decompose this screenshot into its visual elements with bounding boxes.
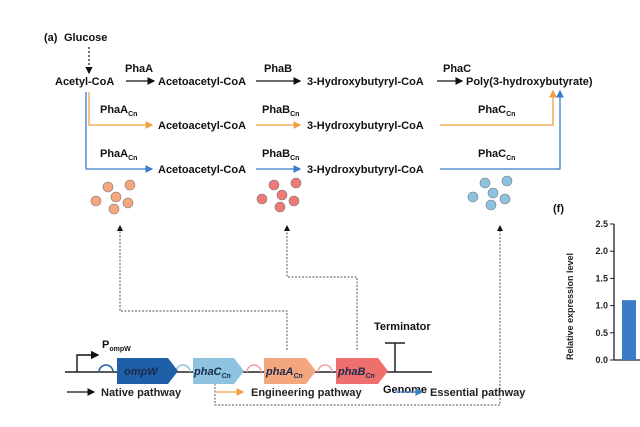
hydroxybutyryl-coa-2: 3-Hydroxybutyryl-CoA [307, 120, 424, 132]
protein-a-cluster [90, 195, 102, 207]
protein-b-cluster [276, 189, 288, 201]
panel-f-label: (f) [553, 203, 564, 215]
legend: Native pathway Engineering pathway Essen… [67, 387, 526, 399]
phaa-connector [117, 225, 288, 350]
rbs-icon [175, 364, 191, 373]
panel-f-tick-label: 0.0 [595, 355, 608, 365]
panel-a-label: (a) [44, 32, 58, 44]
genome-label: Genome [383, 384, 427, 396]
enzyme-phab-cn: PhaBCn [262, 104, 299, 118]
acetoacetyl-coa: Acetoacetyl-CoA [158, 76, 246, 88]
protein-b-cluster [290, 177, 302, 189]
enzyme-phaa-cn: PhaACn [100, 104, 137, 118]
protein-b-cluster [274, 201, 286, 213]
panel-f-tick-label: 2.5 [595, 219, 608, 229]
engineering-arrow-3 [440, 89, 557, 126]
protein-b-cluster [268, 179, 280, 191]
acetoacetyl-coa-3: Acetoacetyl-CoA [158, 164, 246, 176]
glucose-label: Glucose [64, 32, 107, 44]
panel-f: (f) Relative expression level 0.0 0.5 1.0 1… [553, 203, 640, 365]
gene-phac [193, 358, 244, 384]
legend-essential: Essential pathway [430, 387, 526, 399]
enzyme-phac-cn: PhaCCn [478, 104, 515, 118]
rbs-icon [246, 364, 262, 373]
enzyme-phaa: PhaA [125, 63, 153, 75]
gene-ompw [117, 358, 178, 384]
enzyme-phab: PhaB [264, 63, 292, 75]
protein-c-cluster [485, 199, 497, 211]
panel-f-tick-label: 1.5 [595, 273, 608, 283]
panel-f-tick-label: 2.0 [595, 246, 608, 256]
protein-a-cluster [110, 191, 122, 203]
hydroxybutyryl-coa-3: 3-Hydroxybutyryl-CoA [307, 164, 424, 176]
enzyme-phac-cn-2: PhaCCn [478, 148, 515, 162]
legend-engineering: Engineering pathway [251, 387, 363, 399]
legend-native: Native pathway [101, 387, 182, 399]
protein-a-cluster [108, 203, 120, 215]
acetyl-coa: Acetyl-CoA [55, 76, 114, 88]
terminator-label: Terminator [374, 321, 431, 333]
gene-label-phaa: phaACn [265, 366, 303, 380]
acetoacetyl-coa-2: Acetoacetyl-CoA [158, 120, 246, 132]
panel-f-tick-label: 0.5 [595, 328, 608, 338]
promoter-icon [76, 350, 100, 372]
enzyme-phab-cn-2: PhaBCn [262, 148, 299, 162]
engineering-row: PhaACn Acetoacetyl-CoA PhaBCn 3-Hydroxyb… [88, 89, 557, 132]
gene-label-phac: phaCCn [193, 366, 231, 380]
essential-row: PhaACn Acetoacetyl-CoA PhaBCn 3-Hydroxyb… [85, 89, 564, 176]
gene-construct: PompW ompW phaCCn phaACn phaBCn Terminat… [65, 321, 432, 396]
protein-b-cluster [288, 195, 300, 207]
essential-arrow-3 [440, 89, 564, 170]
panel-f-tick-label: 1.0 [595, 301, 608, 311]
terminator-icon [385, 342, 405, 372]
protein-c-cluster [501, 175, 513, 187]
engineering-arrow-1 [88, 92, 154, 129]
essential-arrow-1 [85, 92, 154, 173]
gene-phaa [264, 358, 316, 384]
protein-a-cluster [122, 197, 134, 209]
enzyme-phaa-cn-2: PhaACn [100, 148, 137, 162]
native-row: Acetyl-CoA PhaA Acetoacetyl-CoA PhaB 3-H… [55, 63, 593, 88]
phb-product: Poly(3-hydroxybutyrate) [466, 76, 593, 88]
protein-a-cluster [124, 179, 136, 191]
protein-c-cluster [487, 187, 499, 199]
panel-f-bar [622, 300, 636, 360]
enzyme-phac: PhaC [443, 63, 471, 75]
protein-c-cluster [479, 177, 491, 189]
gene-label-phab: phaBCn [337, 366, 375, 380]
protein-c-cluster [499, 193, 511, 205]
protein-a-cluster [102, 181, 114, 193]
protein-c-cluster [467, 191, 479, 203]
protein-clusters [90, 175, 513, 215]
rbs-icon [98, 364, 114, 373]
rbs-icon [317, 364, 333, 373]
panel-f-ylabel: Relative expression level [565, 253, 575, 360]
promoter-label: PompW [102, 339, 131, 353]
hydroxybutyryl-coa: 3-Hydroxybutyryl-CoA [307, 76, 424, 88]
protein-b-cluster [256, 193, 268, 205]
gene-phab [336, 358, 388, 384]
gene-label-ompw: ompW [124, 366, 159, 378]
phab-connector [284, 225, 358, 350]
